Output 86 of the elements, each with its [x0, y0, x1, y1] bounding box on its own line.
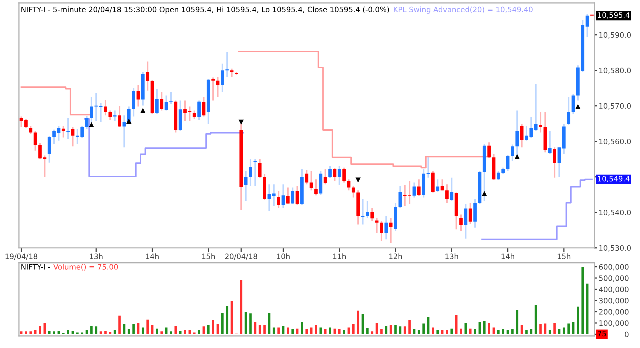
point: [514, 154, 520, 160]
bar: [272, 328, 276, 334]
bar: [577, 306, 580, 334]
bar: [530, 329, 533, 334]
bar: [90, 326, 93, 334]
bar: [212, 320, 214, 334]
bar: [320, 328, 322, 334]
bar: [371, 332, 374, 334]
bar: [488, 323, 490, 334]
bar: [469, 328, 472, 334]
bar: [258, 325, 262, 334]
point: [576, 104, 581, 110]
bar: [562, 328, 566, 334]
bar: [432, 328, 434, 334]
bar: [554, 323, 556, 334]
bar: [179, 331, 182, 334]
bar: [446, 330, 448, 334]
bar: [118, 316, 121, 334]
bar: [146, 320, 150, 334]
point: [238, 120, 244, 126]
bar: [30, 332, 32, 334]
bar: [450, 328, 454, 334]
point: [356, 178, 361, 183]
bar: [568, 324, 570, 334]
point: [482, 191, 488, 196]
bar: [352, 324, 355, 334]
bar: [497, 330, 500, 334]
bar: [25, 332, 28, 334]
bar: [516, 310, 519, 334]
bar: [95, 326, 98, 334]
bar: [329, 328, 332, 334]
bar: [582, 267, 584, 334]
bar: [104, 331, 107, 334]
bar: [408, 320, 411, 334]
bar: [278, 328, 280, 334]
bar: [534, 305, 538, 334]
bar: [343, 330, 346, 334]
bar: [422, 324, 425, 334]
bar: [207, 325, 210, 334]
bar: [287, 328, 290, 334]
bar: [222, 313, 224, 334]
bar: [184, 330, 186, 334]
bar: [394, 325, 397, 334]
bar: [53, 332, 56, 334]
bar: [100, 332, 102, 334]
bar: [170, 332, 172, 334]
bar: [474, 329, 476, 334]
point: [140, 108, 146, 114]
bar: [418, 330, 420, 334]
bar: [292, 329, 294, 334]
bar: [132, 324, 135, 334]
bar: [338, 329, 341, 334]
bar: [366, 328, 369, 334]
bar: [250, 314, 252, 334]
bar: [526, 330, 528, 334]
bar: [48, 331, 51, 334]
bar: [483, 322, 486, 334]
bar: [404, 326, 406, 334]
bar: [357, 310, 360, 334]
bar: [128, 329, 130, 334]
bar: [540, 324, 542, 334]
bar: [114, 330, 116, 334]
bar: [39, 326, 42, 334]
bar: [512, 329, 514, 334]
bar: [380, 329, 383, 334]
bar: [174, 326, 178, 334]
bar: [460, 328, 462, 334]
bar: [548, 330, 552, 334]
bar: [436, 330, 440, 334]
bar: [385, 326, 388, 334]
bar: [306, 329, 308, 334]
bar: [20, 332, 23, 334]
bar: [502, 329, 505, 334]
bar: [198, 330, 200, 334]
point: [89, 122, 94, 128]
bar: [324, 329, 327, 334]
bar: [156, 328, 158, 334]
bar: [264, 325, 266, 334]
bar: [226, 306, 229, 334]
bar: [315, 325, 318, 334]
bar: [67, 330, 70, 334]
bar: [142, 328, 144, 334]
bar: [160, 332, 164, 334]
bar: [301, 322, 304, 334]
bar: [240, 280, 243, 334]
point: [126, 118, 132, 124]
